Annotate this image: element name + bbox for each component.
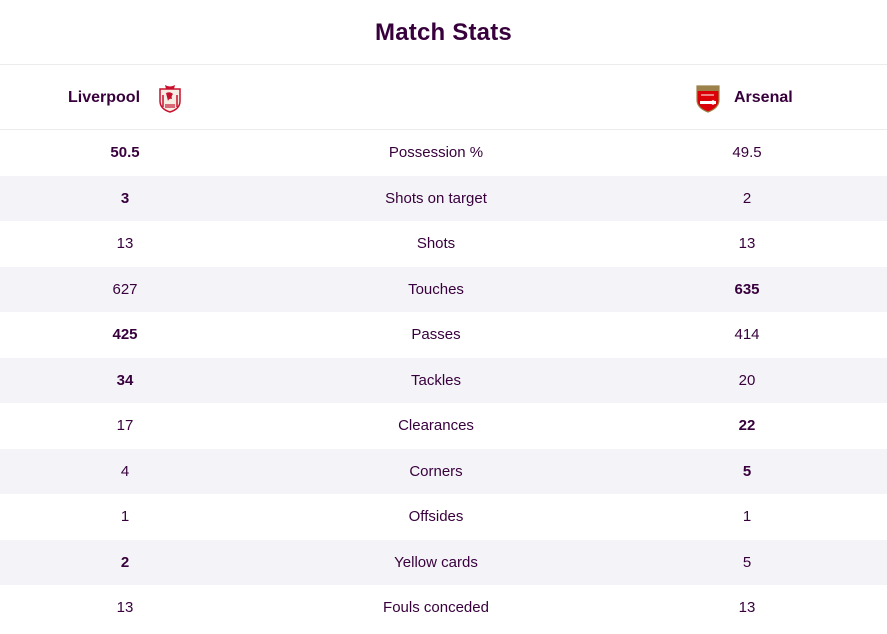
- table-row: 34 Tackles 20: [0, 357, 887, 403]
- home-team-name: Liverpool: [68, 89, 141, 106]
- home-stat-value: 425: [112, 326, 138, 344]
- table-row: 13 Shots 13: [0, 221, 887, 267]
- away-stat-value: 5: [742, 462, 752, 480]
- stat-label: Passes: [411, 326, 461, 344]
- stat-label: Fouls conceded: [383, 599, 489, 617]
- table-row: 627 Touches 635: [0, 266, 887, 312]
- table-row: 17 Clearances 22: [0, 403, 887, 449]
- away-team: Arsenal: [694, 83, 793, 113]
- home-stat-value: 17: [116, 417, 134, 435]
- table-row: 13 Fouls conceded 13: [0, 585, 887, 631]
- away-stat-value: 635: [734, 280, 760, 298]
- away-stat-value: 13: [738, 235, 756, 253]
- table-row: 2 Yellow cards 5: [0, 539, 887, 585]
- home-stat-value: 13: [116, 599, 134, 617]
- stat-label: Shots on target: [385, 189, 487, 207]
- header: Match Stats: [0, 0, 887, 65]
- away-stat-value: 414: [734, 326, 760, 344]
- stat-label: Touches: [408, 280, 464, 298]
- stat-label: Shots: [416, 235, 456, 253]
- table-row: 425 Passes 414: [0, 312, 887, 358]
- teams-header: Liverpool Arsenal: [0, 65, 887, 130]
- away-stat-value: 13: [738, 599, 756, 617]
- stat-label: Possession %: [388, 144, 484, 162]
- away-stat-value: 22: [738, 417, 756, 435]
- away-stat-value: 5: [742, 553, 752, 571]
- stat-label: Offsides: [408, 508, 464, 526]
- away-stat-value: 20: [738, 371, 756, 389]
- home-stat-value: 3: [120, 189, 130, 207]
- home-stat-value: 627: [112, 280, 138, 298]
- stat-label: Tackles: [410, 371, 462, 389]
- table-row: 3 Shots on target 2: [0, 175, 887, 221]
- home-stat-value: 2: [120, 553, 130, 571]
- home-stat-value: 50.5: [110, 144, 140, 162]
- table-row: 1 Offsides 1: [0, 494, 887, 540]
- away-stat-value: 2: [742, 189, 752, 207]
- home-stat-value: 1: [120, 508, 130, 526]
- home-team: Liverpool: [68, 83, 184, 113]
- away-team-name: Arsenal: [734, 89, 793, 106]
- page-title: Match Stats: [375, 19, 512, 46]
- liverpool-crest-icon: [156, 83, 184, 113]
- stat-label: Corners: [409, 462, 463, 480]
- home-stat-value: 4: [120, 462, 130, 480]
- home-stat-value: 13: [116, 235, 134, 253]
- table-row: 4 Corners 5: [0, 448, 887, 494]
- away-stat-value: 49.5: [732, 144, 762, 162]
- arsenal-crest-icon: [694, 83, 722, 113]
- stats-table: 50.5 Possession % 49.5 3 Shots on target 2 13 S…: [0, 130, 887, 631]
- stat-label: Yellow cards: [394, 553, 478, 571]
- table-row: 50.5 Possession % 49.5: [0, 130, 887, 176]
- away-stat-value: 1: [742, 508, 752, 526]
- stat-label: Clearances: [398, 417, 474, 435]
- home-stat-value: 34: [116, 371, 134, 389]
